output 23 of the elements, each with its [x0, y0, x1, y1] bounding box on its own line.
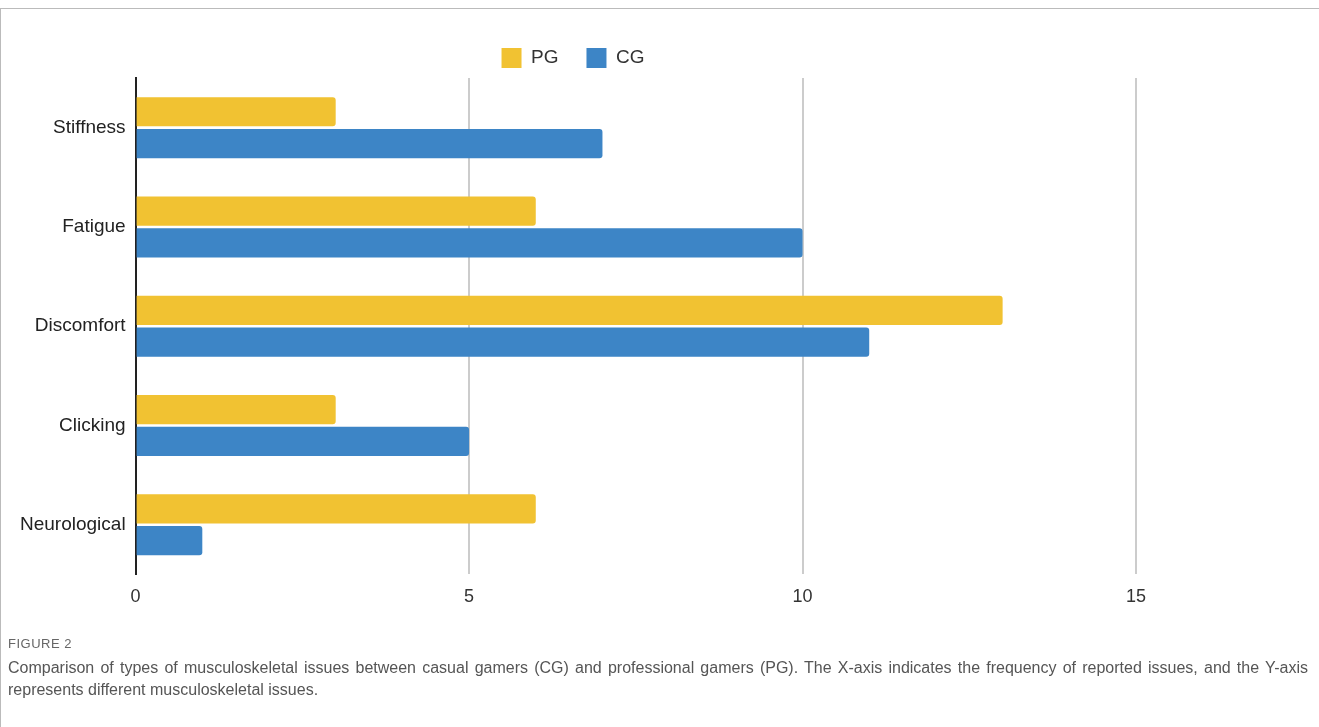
- x-tick-label: 10: [792, 586, 813, 607]
- y-tick-label: Discomfort: [34, 314, 127, 336]
- y-tick-label: Neurological: [19, 512, 126, 534]
- bar: [136, 97, 336, 127]
- bar: [136, 327, 870, 357]
- bar: [136, 394, 336, 425]
- text: Comparison of types of musculoskeletal issues between casual gamers (CG) and professional gamers (PG). The X-axis indicates the frequency of reported issues, and the Y-axis represents different musculoskeletal issues.: [8, 658, 1308, 700]
- bar: [136, 196, 536, 226]
- bar: [136, 494, 536, 524]
- legend-label: PG: [531, 46, 559, 68]
- legend-label: CG: [615, 46, 645, 68]
- x-tick-label: 0: [130, 586, 141, 607]
- bar: [136, 295, 1003, 325]
- caption: FIGURE 2: [8, 636, 73, 651]
- y-tick-label: Stiffness: [53, 115, 126, 137]
- x-tick-label: 5: [464, 586, 475, 607]
- bar: [136, 228, 803, 258]
- bar: [136, 526, 203, 556]
- bar: [136, 426, 470, 456]
- bar: [136, 128, 603, 159]
- y-tick-label: Clicking: [59, 413, 126, 435]
- x-tick-label: 15: [1125, 586, 1147, 607]
- y-tick-label: Fatigue: [62, 215, 126, 237]
